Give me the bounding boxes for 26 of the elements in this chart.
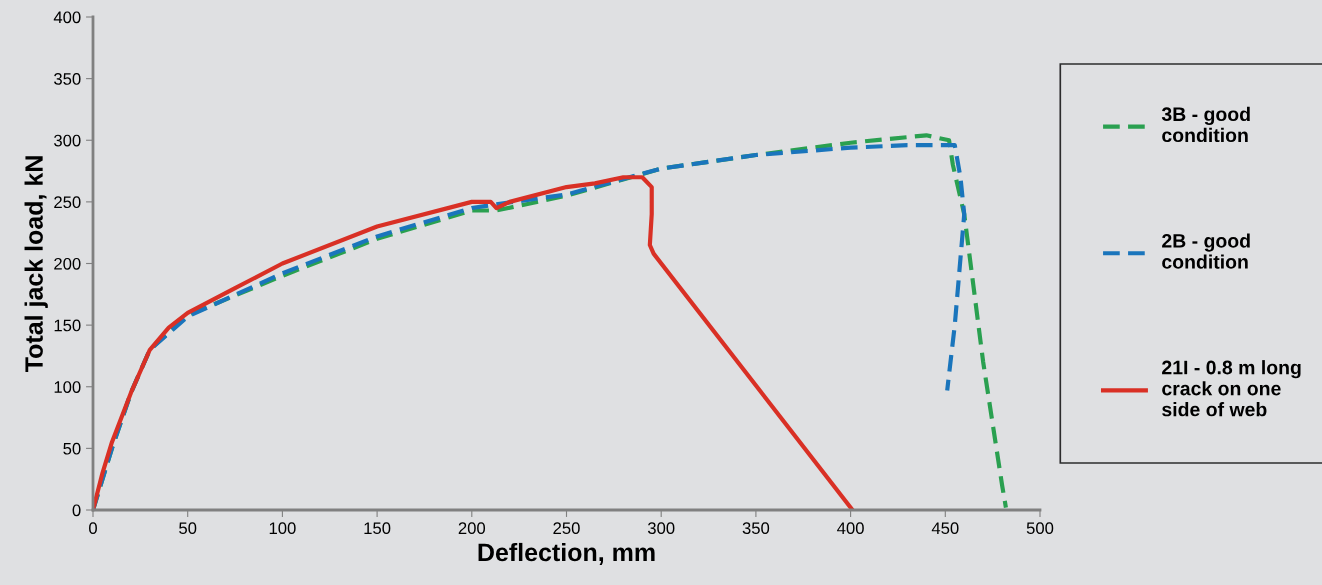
legend-label: 3B - good condition (1161, 106, 1250, 143)
x-tick-label: 100 (269, 522, 296, 535)
y-tick-label: 100 (54, 381, 81, 393)
x-tick-label: 50 (179, 522, 197, 535)
x-tick-label: 400 (837, 522, 864, 535)
x-tick-label: 300 (647, 522, 675, 535)
y-tick-label: 150 (54, 319, 81, 332)
x-tick-label: 250 (553, 522, 580, 535)
y-tick-label: 400 (53, 11, 81, 24)
x-tick-label: 200 (458, 522, 486, 535)
y-tick-label: 300 (54, 134, 81, 147)
y-tick-label: 200 (54, 257, 81, 270)
line-series (93, 175, 855, 510)
x-tick-label: 350 (742, 522, 770, 535)
legend-label: 2B - good condition (1162, 233, 1250, 269)
x-tick-label: 0 (89, 522, 97, 535)
y-tick-label: 350 (54, 73, 81, 85)
y-tick-label: 0 (72, 504, 81, 517)
legend-label: 21I - 0.8 m long crack on one side of web (1162, 360, 1301, 417)
y-tick-label: 50 (63, 442, 81, 455)
x-tick-label: 150 (364, 522, 391, 535)
x-tick-label: 450 (931, 522, 959, 535)
x-tick-label: 500 (1026, 522, 1054, 535)
y-tick-label: 250 (54, 196, 81, 209)
x-axis-title: Deflection, mm (478, 542, 655, 565)
y-axis-title: Total jack load, kN (24, 156, 48, 373)
